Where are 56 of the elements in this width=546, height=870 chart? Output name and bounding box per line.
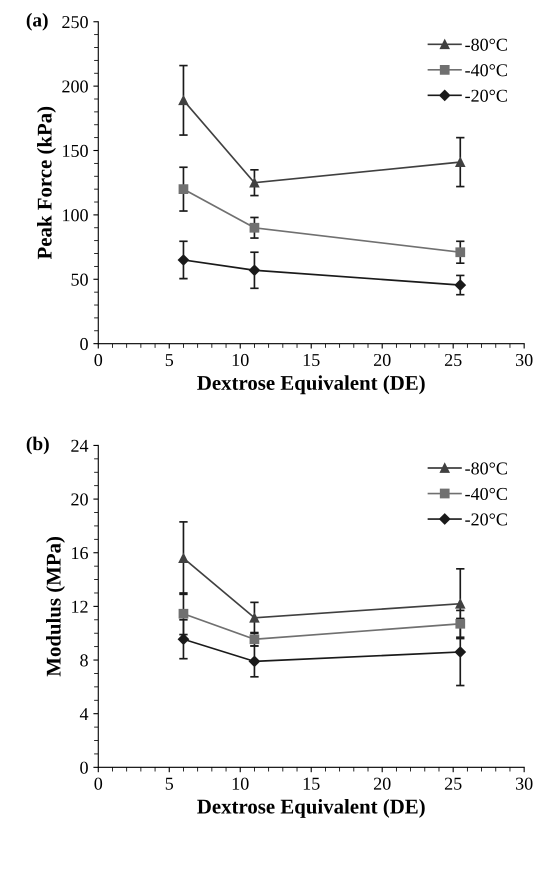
point <box>455 618 466 629</box>
y-tick-label: 0 <box>80 338 88 350</box>
x-tick-label: 10 <box>232 354 249 366</box>
point <box>178 95 188 106</box>
point <box>455 598 466 609</box>
y-tick-label: 250 <box>62 16 88 28</box>
legend-label: -40°C <box>465 488 507 500</box>
y-tick-label: 150 <box>63 144 88 157</box>
y-tick-label: 0 <box>80 762 88 774</box>
legend-label: -20°C <box>465 90 507 102</box>
legend-label: -20°C <box>465 513 507 526</box>
x-axis-title: Dextrose Equivalent (DE) <box>197 798 425 818</box>
point <box>250 178 260 188</box>
x-axis-title: Dextrose Equivalent (DE) <box>197 375 425 394</box>
x-tick-label: 5 <box>166 354 174 366</box>
y-axis-title: Modulus (MPa) <box>46 536 65 676</box>
y-tick-label: 8 <box>80 654 88 666</box>
y-axis-title: Peak Force (kPa) <box>37 106 56 260</box>
x-tick-label: 20 <box>374 778 391 790</box>
point <box>248 656 260 667</box>
y-tick-label: 20 <box>71 493 88 506</box>
legend-label: -80°C <box>465 462 507 475</box>
text: (b) <box>26 436 49 454</box>
x-tick-label: 0 <box>94 778 102 790</box>
y-tick-label: 12 <box>72 600 88 613</box>
point <box>248 264 260 276</box>
y-tick-label: 200 <box>62 80 88 93</box>
point <box>178 634 190 645</box>
legend-label: -40°C <box>465 64 507 76</box>
point <box>178 184 188 194</box>
point <box>455 157 466 167</box>
y-tick-label: 4 <box>80 708 88 720</box>
point <box>454 279 466 291</box>
y-tick-label: 16 <box>72 547 88 560</box>
point <box>454 646 466 658</box>
y-tick-label: 24 <box>71 440 88 452</box>
x-tick-label: 30 <box>516 354 532 366</box>
point <box>250 612 260 623</box>
x-tick-label: 5 <box>166 778 174 790</box>
text: (a) <box>26 12 48 31</box>
x-tick-label: 20 <box>374 354 391 366</box>
y-tick-label: 100 <box>63 209 88 222</box>
point <box>455 247 466 258</box>
x-tick-label: 25 <box>444 354 462 366</box>
x-tick-label: 0 <box>94 354 102 366</box>
point <box>178 254 190 266</box>
x-tick-label: 25 <box>444 778 462 790</box>
y-tick-label: 50 <box>72 274 88 286</box>
x-tick-label: 15 <box>304 354 320 366</box>
point <box>178 553 188 563</box>
x-tick-label: 30 <box>516 778 532 790</box>
point <box>178 608 188 619</box>
x-tick-label: 15 <box>304 778 320 790</box>
x-tick-label: 10 <box>232 778 249 790</box>
legend-label: -80°C <box>465 38 507 51</box>
point <box>250 222 260 233</box>
